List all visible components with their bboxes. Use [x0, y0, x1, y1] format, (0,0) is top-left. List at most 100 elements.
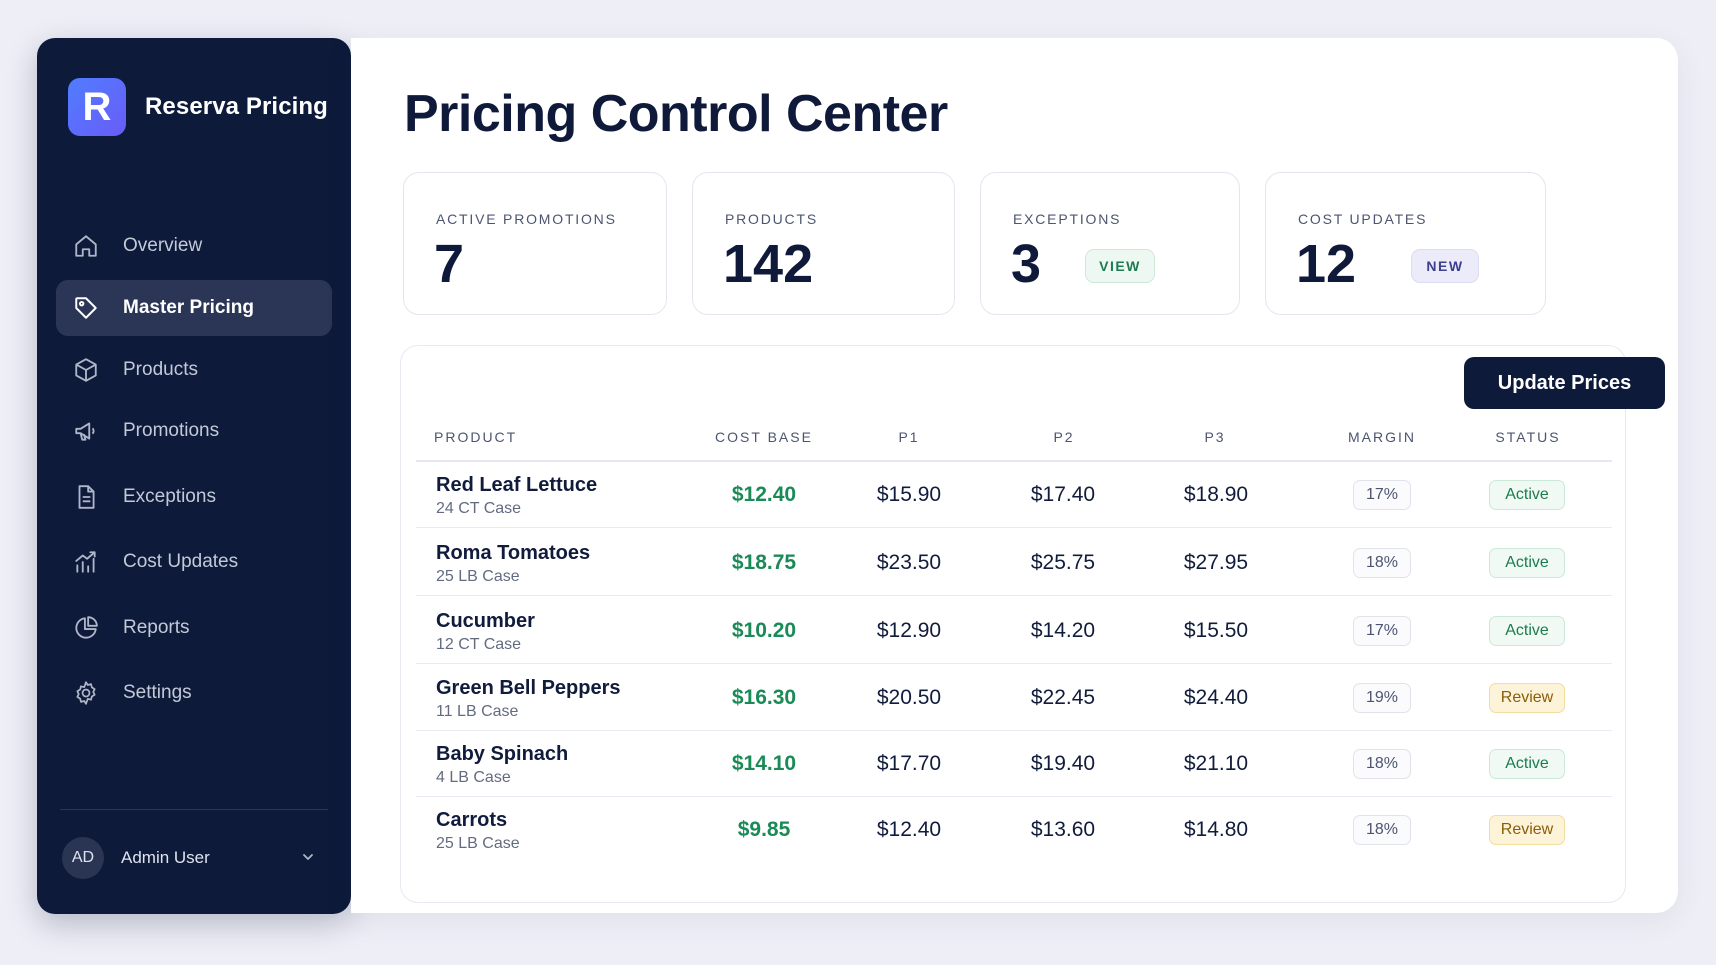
- product-pack-size: 4 LB Case: [436, 769, 511, 786]
- user-menu[interactable]: AD Admin User: [62, 835, 330, 881]
- avatar: AD: [62, 837, 104, 879]
- p2-price[interactable]: $13.60: [1030, 818, 1096, 841]
- megaphone-icon: [73, 418, 99, 444]
- view-exceptions-button[interactable]: VIEW: [1085, 249, 1155, 283]
- column-header-product[interactable]: PRODUCT: [434, 429, 518, 445]
- margin-badge: 18%: [1353, 548, 1411, 578]
- p1-price[interactable]: $17.70: [876, 752, 942, 775]
- tag-icon: [73, 295, 99, 321]
- stat-label: ACTIVE PROMOTIONS: [436, 211, 617, 227]
- column-header-cost-base[interactable]: COST BASE: [715, 429, 813, 445]
- p3-price[interactable]: $27.95: [1183, 551, 1249, 574]
- table-row[interactable]: Roma Tomatoes 25 LB Case $18.75 $23.50 $25.7…: [416, 530, 1612, 596]
- user-name: Admin User: [121, 848, 210, 867]
- stat-card-active-promotions[interactable]: ACTIVE PROMOTIONS 7: [403, 172, 667, 315]
- sidebar-item-promotions[interactable]: Promotions: [56, 403, 332, 459]
- sidebar-item-settings[interactable]: Settings: [56, 665, 332, 721]
- product-pack-size: 12 CT Case: [436, 636, 522, 653]
- p2-price[interactable]: $17.40: [1030, 483, 1096, 506]
- product-name: Baby Spinach: [436, 743, 569, 765]
- status-badge: Active: [1489, 749, 1565, 779]
- p3-price[interactable]: $21.10: [1183, 752, 1249, 775]
- p1-price[interactable]: $23.50: [876, 551, 942, 574]
- chart-up-icon: [73, 549, 99, 575]
- p1-price[interactable]: $15.90: [876, 483, 942, 506]
- product-name: Green Bell Peppers: [436, 677, 621, 699]
- table-row[interactable]: Red Leaf Lettuce 24 CT Case $12.40 $15.90 $1…: [416, 462, 1612, 528]
- margin-badge: 19%: [1353, 683, 1411, 713]
- pie-chart-icon: [73, 615, 99, 641]
- sidebar-item-cost-updates[interactable]: Cost Updates: [56, 534, 332, 590]
- stat-value: 12: [1296, 234, 1357, 294]
- gear-icon: [73, 680, 99, 706]
- p3-price[interactable]: $15.50: [1183, 619, 1249, 642]
- sidebar-item-label: Cost Updates: [123, 551, 239, 572]
- sidebar-item-master-pricing[interactable]: Master Pricing: [56, 280, 332, 336]
- cost-base-value: $18.75: [731, 551, 797, 574]
- product-pack-size: 24 CT Case: [436, 500, 522, 517]
- sidebar-item-label: Promotions: [123, 420, 220, 441]
- stat-card-exceptions[interactable]: EXCEPTIONS 3 VIEW: [980, 172, 1240, 315]
- chevron-down-icon[interactable]: [300, 849, 316, 865]
- brand[interactable]: R Reserva Pricing: [68, 78, 328, 136]
- p2-price[interactable]: $19.40: [1030, 752, 1096, 775]
- sidebar-item-products[interactable]: Products: [56, 342, 332, 398]
- p3-price[interactable]: $24.40: [1183, 686, 1249, 709]
- stat-label: COST UPDATES: [1298, 211, 1428, 227]
- stat-label: PRODUCTS: [725, 211, 818, 227]
- p3-price[interactable]: $18.90: [1183, 483, 1249, 506]
- cost-base-value: $9.85: [737, 818, 791, 841]
- sidebar-item-label: Exceptions: [123, 486, 216, 507]
- stat-card-cost-updates[interactable]: COST UPDATES 12 NEW: [1265, 172, 1546, 315]
- product-name: Red Leaf Lettuce: [436, 474, 598, 496]
- sidebar-item-label: Reports: [123, 617, 190, 638]
- sidebar-item-label: Settings: [123, 682, 192, 703]
- sidebar-item-label: Master Pricing: [123, 297, 254, 318]
- new-badge: NEW: [1411, 249, 1479, 283]
- product-pack-size: 25 LB Case: [436, 835, 520, 852]
- sidebar: R Reserva Pricing Overview Master Pricin…: [37, 38, 351, 914]
- product-pack-size: 11 LB Case: [436, 703, 519, 720]
- cost-base-value: $10.20: [731, 619, 797, 642]
- table-row[interactable]: Green Bell Peppers 11 LB Case $16.30 $20.50…: [416, 665, 1612, 731]
- p2-price[interactable]: $22.45: [1030, 686, 1096, 709]
- column-header-p2[interactable]: P2: [1053, 429, 1075, 445]
- table-row[interactable]: Carrots 25 LB Case $9.85 $12.40 $13.60 $14.80…: [416, 797, 1612, 863]
- pricing-table: Update Prices PRODUCT COST BASE P1 P2 P3…: [400, 345, 1665, 903]
- sidebar-item-overview[interactable]: Overview: [56, 218, 332, 274]
- p3-price[interactable]: $14.80: [1183, 818, 1249, 841]
- product-pack-size: 25 LB Case: [436, 568, 520, 585]
- brand-name: Reserva Pricing: [145, 93, 328, 120]
- box-icon: [73, 357, 99, 383]
- product-name: Cucumber: [436, 610, 535, 632]
- sidebar-item-reports[interactable]: Reports: [56, 600, 332, 656]
- sidebar-item-label: Overview: [123, 235, 203, 256]
- p2-price[interactable]: $25.75: [1030, 551, 1096, 574]
- stat-value: 3: [1011, 234, 1042, 294]
- status-badge: Review: [1489, 683, 1565, 713]
- stat-value: 142: [723, 234, 814, 294]
- stat-value: 7: [434, 234, 465, 294]
- main-panel: Pricing Control Center ACTIVE PROMOTIONS…: [351, 38, 1678, 913]
- p2-price[interactable]: $14.20: [1030, 619, 1096, 642]
- status-badge: Review: [1489, 815, 1565, 845]
- status-badge: Active: [1489, 616, 1565, 646]
- cost-base-value: $12.40: [731, 483, 797, 506]
- margin-badge: 18%: [1353, 815, 1411, 845]
- stat-card-products[interactable]: PRODUCTS 142: [692, 172, 955, 315]
- p1-price[interactable]: $20.50: [876, 686, 942, 709]
- status-badge: Active: [1489, 548, 1565, 578]
- sidebar-item-exceptions[interactable]: Exceptions: [56, 469, 332, 525]
- column-header-p1[interactable]: P1: [898, 429, 920, 445]
- margin-badge: 18%: [1353, 749, 1411, 779]
- update-prices-button[interactable]: Update Prices: [1464, 357, 1665, 409]
- p1-price[interactable]: $12.40: [876, 818, 942, 841]
- column-header-status[interactable]: STATUS: [1495, 429, 1561, 445]
- table-row[interactable]: Baby Spinach 4 LB Case $14.10 $17.70 $19.40 $…: [416, 731, 1612, 797]
- p1-price[interactable]: $12.90: [876, 619, 942, 642]
- product-name: Roma Tomatoes: [436, 542, 591, 564]
- product-name: Carrots: [436, 809, 508, 831]
- table-row[interactable]: Cucumber 12 CT Case $10.20 $12.90 $14.20 $15.…: [416, 598, 1612, 664]
- column-header-p3[interactable]: P3: [1204, 429, 1226, 445]
- column-header-margin[interactable]: MARGIN: [1348, 429, 1416, 445]
